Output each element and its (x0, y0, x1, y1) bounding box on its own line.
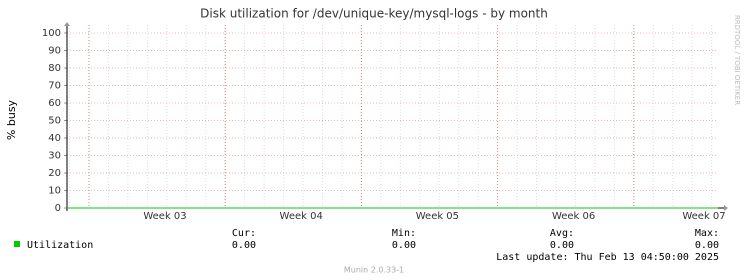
x-tick-label: Week 05 (416, 211, 459, 222)
y-tick-label: 10 (48, 186, 61, 197)
y-tick-label: 70 (48, 81, 61, 92)
stat-label: Max: (695, 228, 719, 239)
x-axis-arrow (724, 205, 728, 211)
chart-title: Disk utilization for /dev/unique-key/mys… (200, 7, 548, 21)
x-tick-label: Week 06 (552, 211, 595, 222)
y-axis-label: % busy (5, 99, 18, 140)
legend-label: Utilization (27, 240, 93, 251)
legend-swatch (14, 241, 20, 247)
y-tick-label: 80 (48, 63, 61, 74)
x-tick-label: Week 07 (682, 211, 725, 222)
stat-value: 0.00 (392, 240, 416, 251)
y-tick-label: 60 (48, 98, 61, 109)
footer: Munin 2.0.33-1 (344, 266, 404, 275)
stat-label: Cur: (232, 228, 256, 239)
y-tick-label: 50 (48, 116, 61, 127)
x-tick-label: Week 04 (280, 211, 323, 222)
y-axis-arrow (64, 22, 70, 26)
stat-label: Avg: (550, 228, 574, 239)
plot: 0 10 20 30 40 50 60 70 80 90 100 Week 03 Week 04 Week… (42, 22, 728, 222)
y-tick-label: 40 (48, 133, 61, 144)
y-tick-label: 100 (42, 28, 61, 39)
x-tick-label: Week 03 (143, 211, 186, 222)
y-tick-label: 0 (55, 203, 61, 214)
stat-value: 0.00 (695, 240, 719, 251)
y-tick-label: 30 (48, 151, 61, 162)
last-update: Last update: Thu Feb 13 04:50:00 2025 (496, 252, 719, 263)
y-tick-label: 90 (48, 46, 61, 57)
stat-value: 0.00 (550, 240, 574, 251)
y-tick-label: 20 (48, 168, 61, 179)
stat-value: 0.00 (232, 240, 256, 251)
watermark: RRDTOOL / TOBI OETIKER (733, 15, 741, 105)
stat-label: Min: (392, 228, 416, 239)
